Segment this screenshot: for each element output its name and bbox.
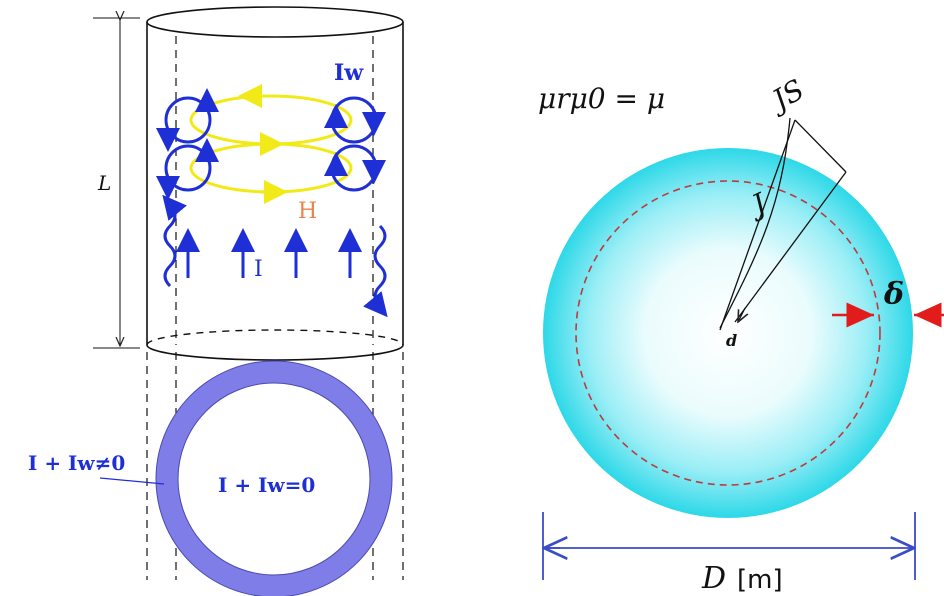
length-dimension: L bbox=[93, 18, 140, 349]
surface-current-label: JS bbox=[763, 73, 810, 119]
conducting-ring bbox=[156, 361, 392, 596]
cross-section bbox=[99, 352, 404, 596]
ring-inner-label: I + Iw=0 bbox=[218, 473, 315, 497]
diameter-label: D bbox=[701, 561, 726, 596]
field-h-label: H bbox=[298, 199, 317, 224]
ring-pointer-line bbox=[99, 477, 165, 485]
diameter-dimension bbox=[542, 512, 916, 580]
skin-depth-label: δ bbox=[883, 277, 904, 312]
cylinder-conductor bbox=[146, 6, 404, 361]
field-loop-upper bbox=[189, 94, 353, 146]
radius-line bbox=[719, 119, 796, 331]
cylinder-bottom-back bbox=[146, 329, 404, 346]
eddy-current-label: Iw bbox=[334, 60, 364, 86]
conductor-disc bbox=[543, 148, 913, 518]
cylinder-bottom-front bbox=[146, 344, 404, 361]
magnetic-field-loops bbox=[189, 84, 353, 204]
eddy-loops-left bbox=[156, 88, 219, 200]
conductor-cross-section bbox=[543, 148, 913, 518]
depth-label: d bbox=[726, 331, 737, 350]
current-arrows bbox=[176, 228, 362, 278]
permeability-equation: μrμ0 = μ bbox=[538, 82, 665, 115]
density-curve bbox=[719, 117, 791, 329]
cylinder-top-ellipse bbox=[146, 6, 404, 38]
skin-depth-boundary bbox=[575, 180, 881, 486]
length-label: L bbox=[97, 171, 111, 195]
current-density-curves bbox=[719, 117, 847, 331]
diameter-unit: [m] bbox=[737, 565, 783, 595]
current-label: I bbox=[254, 257, 263, 282]
ring-outer-label: I + Iw≠0 bbox=[28, 451, 125, 475]
eddy-loops-right bbox=[324, 96, 386, 192]
field-loop-lower bbox=[189, 142, 353, 194]
wavy-currents bbox=[162, 194, 388, 318]
